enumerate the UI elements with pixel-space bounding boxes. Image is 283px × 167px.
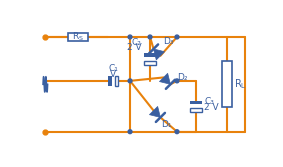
Polygon shape [154,49,164,60]
Text: C₃: C₃ [204,97,214,106]
Circle shape [128,79,132,83]
Circle shape [175,130,179,134]
Circle shape [175,79,179,83]
Bar [108,76,112,86]
Text: C₁: C₁ [108,64,118,73]
Bar [222,61,232,107]
Circle shape [148,35,152,39]
Circle shape [128,35,132,39]
Text: D₂: D₂ [177,73,188,82]
Text: D₁: D₁ [161,120,171,129]
Bar [190,101,202,104]
Text: R$_{\rm L}$: R$_{\rm L}$ [234,77,247,91]
Bar [115,76,119,86]
Polygon shape [149,106,160,117]
Text: 2 V: 2 V [127,43,141,52]
Circle shape [175,35,179,39]
Bar [144,61,156,65]
Text: D₃: D₃ [163,37,174,46]
Text: R$_{\rm S}$: R$_{\rm S}$ [72,30,84,43]
Circle shape [128,130,132,134]
Bar [68,33,89,41]
Text: C₂: C₂ [131,38,141,47]
Text: 2 V: 2 V [204,103,219,112]
Text: V: V [110,70,116,79]
Polygon shape [159,73,170,84]
Bar [144,53,156,57]
Bar [190,108,202,112]
